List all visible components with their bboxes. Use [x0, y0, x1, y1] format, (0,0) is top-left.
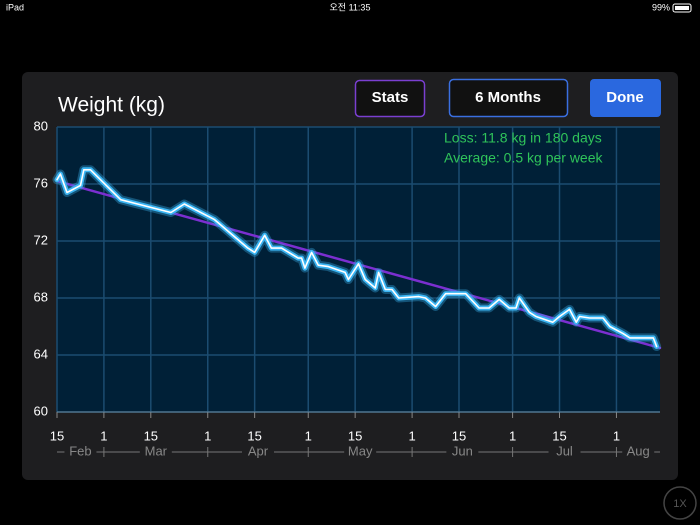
- x-tick-label: 15: [552, 428, 566, 443]
- y-tick-label: 72: [34, 232, 48, 247]
- zoom-button-label[interactable]: 1X: [673, 498, 687, 510]
- battery-label: 99%: [652, 2, 670, 12]
- range-button[interactable]: [448, 78, 569, 118]
- series-core: [56, 169, 658, 348]
- range-button-label[interactable]: 6 Months: [475, 89, 541, 106]
- y-tick-label: 76: [34, 175, 48, 190]
- x-tick-label: 1: [305, 428, 312, 443]
- x-tick-label: 1: [204, 428, 211, 443]
- y-tick-label: 60: [34, 403, 48, 418]
- x-tick-label: 15: [348, 428, 362, 443]
- annotation: Average: 0.5 kg per week: [444, 150, 604, 166]
- x-tick-label: 1: [509, 428, 516, 443]
- plot: 60 64 68 72 76 80 15 1 15 1 15 1 15 1 15 1 15 1 Feb Mar Apr M…: [34, 118, 662, 458]
- x-tick-label: 1: [100, 428, 107, 443]
- done-button[interactable]: [590, 79, 661, 117]
- month-label: May: [348, 443, 373, 458]
- battery-icon: [672, 3, 692, 13]
- month-label: Jun: [452, 443, 473, 458]
- chart-title: Weight (kg): [58, 94, 165, 117]
- stats-button[interactable]: [354, 79, 426, 118]
- zoom-button[interactable]: [663, 486, 697, 520]
- y-tick-label: 68: [34, 289, 48, 304]
- clock: 오전 11:35: [330, 2, 371, 12]
- stats-button-label[interactable]: Stats: [372, 89, 409, 106]
- x-tick-label: 1: [613, 428, 620, 443]
- month-label: Mar: [145, 443, 168, 458]
- x-tick-label: 15: [144, 428, 158, 443]
- y-tick-label: 80: [34, 118, 48, 133]
- battery-level: [675, 6, 689, 10]
- x-tick-label: 15: [247, 428, 261, 443]
- y-tick-label: 64: [34, 346, 48, 361]
- month-label: Aug: [627, 443, 650, 458]
- month-label: Feb: [69, 443, 91, 458]
- month-label: Jul: [556, 443, 573, 458]
- x-tick-label: 1: [408, 428, 415, 443]
- device-label: iPad: [6, 2, 24, 12]
- month-label: Apr: [248, 443, 269, 458]
- x-tick-label: 15: [50, 428, 64, 443]
- annotation: Loss: 11.8 kg in 180 days: [444, 130, 602, 146]
- done-button-label[interactable]: Done: [606, 89, 644, 106]
- x-tick-label: 15: [452, 428, 466, 443]
